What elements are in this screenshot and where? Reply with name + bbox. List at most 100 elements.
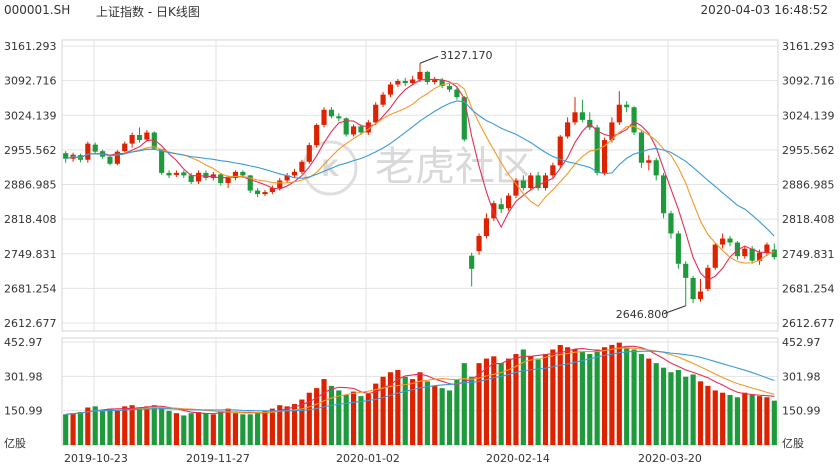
candle-body xyxy=(424,71,430,82)
date-tick-label: 2019-10-23 xyxy=(64,452,128,465)
candle-body xyxy=(299,161,305,172)
volume-bar xyxy=(380,376,386,445)
volume-bar xyxy=(565,347,571,445)
candle-body xyxy=(203,172,209,178)
candle-body xyxy=(321,109,327,125)
volume-bar xyxy=(727,394,733,445)
candle-body xyxy=(476,235,482,252)
candle-body xyxy=(653,160,659,176)
volume-bar xyxy=(291,404,298,445)
candle-body xyxy=(232,171,239,178)
candle-body xyxy=(188,175,194,182)
candle-body xyxy=(63,153,69,159)
volume-bar xyxy=(417,372,423,445)
volume-bar xyxy=(461,363,467,445)
volume-bar xyxy=(771,400,777,445)
grid xyxy=(61,39,779,446)
high-annotation: 3127.170 xyxy=(440,49,493,62)
price-tick-label-left: 2612.677 xyxy=(4,317,57,330)
candle-body xyxy=(107,156,113,164)
price-tick-label-left: 3024.139 xyxy=(4,109,57,122)
low-annotation-leader xyxy=(663,305,686,315)
volume-bar xyxy=(218,410,224,445)
price-tick-label-right: 3161.293 xyxy=(782,40,835,53)
candle-body xyxy=(365,122,371,133)
price-tick-label-left: 2681.254 xyxy=(4,282,57,295)
volume-bar xyxy=(173,413,179,445)
candle-body xyxy=(314,124,320,146)
volume-bar xyxy=(675,369,681,445)
volume-tick-label-left: 452.97 xyxy=(4,336,43,349)
volume-bar xyxy=(63,414,69,445)
datetime-stamp: 2020-04-03 16:48:52 xyxy=(700,3,828,17)
candle-body xyxy=(454,89,460,98)
candle-body xyxy=(173,172,179,175)
date-tick-label: 2020-01-02 xyxy=(336,452,400,465)
volume-bar xyxy=(705,385,711,445)
date-tick-label: 2020-02-14 xyxy=(486,452,550,465)
volume-bar xyxy=(321,379,327,445)
volume-bar xyxy=(469,376,475,445)
price-tick-label-right: 2612.677 xyxy=(782,317,835,330)
volume-bar xyxy=(454,379,460,445)
candle-body xyxy=(225,177,231,183)
volume-unit-right: 亿股 xyxy=(782,437,804,450)
candle-body xyxy=(697,291,704,300)
price-tick-label-right: 2955.562 xyxy=(782,144,835,157)
candle-body xyxy=(343,118,349,135)
volume-bar xyxy=(232,413,239,445)
volume-bar xyxy=(107,408,113,445)
chart-title: 上证指数 - 日K线图 xyxy=(96,5,200,19)
price-tick-label-right: 2818.408 xyxy=(782,213,835,226)
candle-body xyxy=(446,86,453,90)
volume-bar xyxy=(483,358,490,445)
price-tick-label-left: 2818.408 xyxy=(4,213,57,226)
candle-body xyxy=(387,84,394,95)
candle-body xyxy=(129,135,135,144)
candle-body xyxy=(373,104,379,123)
candle-body xyxy=(513,180,519,196)
candle-body xyxy=(572,112,578,123)
volume-bar xyxy=(402,376,408,445)
volume-bar xyxy=(734,397,740,445)
volume-bar xyxy=(129,405,135,445)
candle-body xyxy=(557,136,563,166)
svg-text:K: K xyxy=(321,157,339,182)
price-tick-label-right: 3024.139 xyxy=(782,109,835,122)
candle-body xyxy=(122,143,128,152)
volume-bar xyxy=(631,349,637,445)
candle-body xyxy=(550,165,556,176)
candle-body xyxy=(402,80,408,84)
volume-bar xyxy=(690,374,696,445)
volume-bar xyxy=(764,397,770,445)
volume-bar xyxy=(712,390,718,445)
candle-body xyxy=(764,244,770,253)
candle-body xyxy=(195,172,202,182)
candle-body xyxy=(159,149,165,173)
volume-bar xyxy=(410,379,416,445)
candle-body xyxy=(616,104,622,123)
volume-bar xyxy=(373,383,379,445)
annotations: 3127.170 2646.800 xyxy=(419,49,686,321)
candle-body xyxy=(520,180,526,189)
volume-bar xyxy=(188,413,194,445)
volume-bar xyxy=(446,390,453,445)
volume-bar xyxy=(306,392,312,445)
volume-bar xyxy=(498,363,504,445)
candle-body xyxy=(262,192,268,195)
volume-bar xyxy=(491,356,497,445)
candle-body xyxy=(690,277,696,300)
volume-bar xyxy=(756,396,763,445)
candle-body xyxy=(432,79,438,82)
volume-bar xyxy=(181,415,187,445)
volume-tick-label-right: 301.98 xyxy=(782,370,821,383)
candle-body xyxy=(683,263,689,278)
candle-body xyxy=(269,188,275,193)
candle-body xyxy=(601,140,608,173)
volume-bar xyxy=(661,367,667,445)
date-tick-label: 2019-11-27 xyxy=(186,452,250,465)
volume-bar xyxy=(92,406,98,445)
volume-bar xyxy=(159,407,165,445)
candle-body xyxy=(439,79,445,87)
volume-bar xyxy=(225,408,231,445)
